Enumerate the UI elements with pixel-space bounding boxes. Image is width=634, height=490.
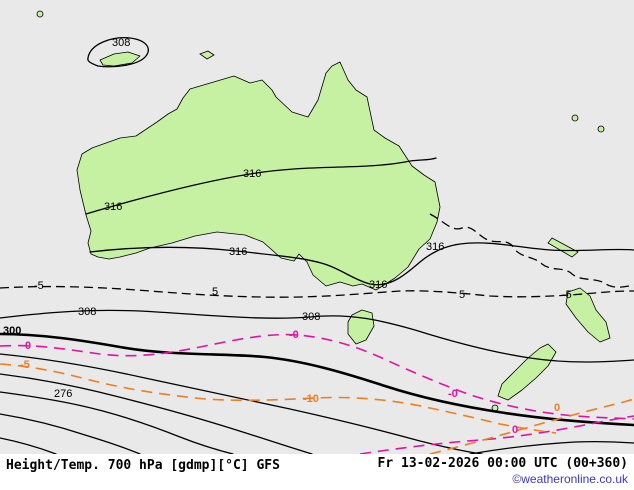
contour-label: 308 bbox=[302, 311, 320, 323]
contour-label: 308 bbox=[112, 37, 130, 49]
contour-label: -10 bbox=[303, 393, 319, 405]
contour-label: -0 bbox=[289, 329, 299, 341]
contour-label: -5 bbox=[562, 289, 572, 301]
contour-label: 308 bbox=[78, 306, 96, 318]
contour-label: 5 bbox=[212, 286, 218, 298]
contour-label: 316 bbox=[369, 279, 387, 291]
australia-landmass bbox=[76, 61, 441, 291]
contour-316-south bbox=[89, 242, 634, 286]
valid-datetime: Fr 13-02-2026 00:00 UTC (00+360) bbox=[377, 456, 628, 471]
forecast-map: 308 316 316 316 316 316 -5 5 5 -5 308 30… bbox=[0, 10, 634, 454]
small-island-icon bbox=[36, 10, 44, 18]
contour-label: 0 bbox=[25, 340, 31, 352]
temperature-contours bbox=[0, 213, 634, 454]
new-zealand-south-island bbox=[497, 343, 557, 401]
copyright-link[interactable]: ©weatheronline.co.uk bbox=[512, 472, 628, 486]
contour-300-bold bbox=[0, 332, 634, 427]
footer-right: Fr 13-02-2026 00:00 UTC (00+360) ©weathe… bbox=[378, 456, 628, 486]
contour-308-mid bbox=[0, 309, 634, 363]
contour-260 bbox=[0, 437, 57, 454]
temp-contour-zero-south bbox=[359, 415, 634, 454]
contour-label: 316 bbox=[104, 201, 122, 213]
contour-label: 5 bbox=[459, 289, 465, 301]
contour-308-loop bbox=[87, 37, 149, 68]
contour-label: 276 bbox=[54, 388, 72, 400]
contour-label: -5 bbox=[34, 280, 44, 292]
new-caledonia-island bbox=[547, 237, 579, 258]
contour-292 bbox=[0, 353, 483, 454]
footer-bar: Height/Temp. 700 hPa [gdmp][°C] GFS Fr 1… bbox=[0, 454, 634, 490]
contour-label: 316 bbox=[229, 246, 247, 258]
contour-label: 300 bbox=[3, 325, 21, 337]
contour-label: -5 bbox=[20, 359, 30, 371]
temp-contour-zero-main bbox=[0, 333, 634, 420]
contour-label: 316 bbox=[426, 241, 444, 253]
temp-contour-orange-west bbox=[0, 363, 557, 434]
timor-island bbox=[99, 51, 141, 67]
landmasses bbox=[36, 10, 611, 412]
height-contours bbox=[0, 37, 634, 454]
contour-label: 0 bbox=[512, 424, 518, 436]
contour-284 bbox=[0, 373, 313, 454]
contour-labels: 308 316 316 316 316 316 -5 5 5 -5 308 30… bbox=[3, 37, 572, 436]
small-island-icon bbox=[597, 125, 605, 133]
map-title: Height/Temp. 700 hPa [gdmp][°C] GFS bbox=[6, 458, 280, 473]
temp-contour-black-main bbox=[0, 285, 634, 298]
contour-southeast bbox=[469, 440, 634, 454]
contour-316-north bbox=[85, 157, 437, 215]
contour-label: 316 bbox=[243, 168, 261, 180]
small-island-icon bbox=[571, 114, 579, 122]
contour-276 bbox=[0, 391, 234, 454]
small-island-icon bbox=[199, 50, 215, 60]
contour-268 bbox=[0, 413, 141, 454]
new-zealand-north-island bbox=[565, 287, 611, 343]
contour-label: -0 bbox=[448, 388, 458, 400]
contour-label: 0 bbox=[554, 402, 560, 414]
temp-contour-orange-southeast bbox=[429, 398, 634, 454]
